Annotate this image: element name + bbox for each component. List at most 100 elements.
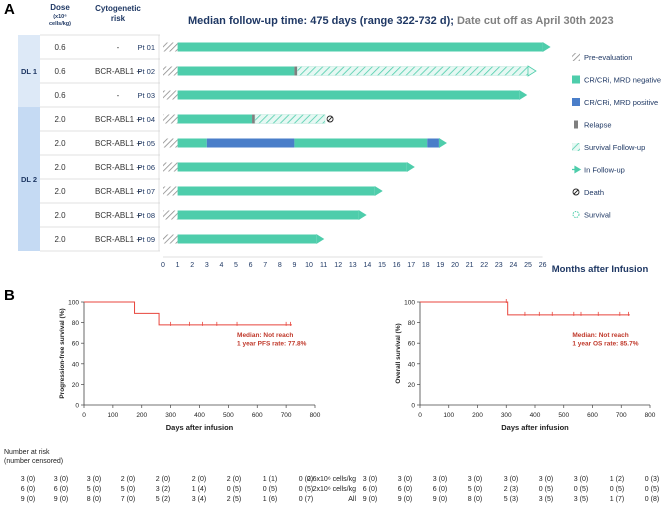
number-at-risk-table: Number at risk (number censored) 0.6x10⁶ c… [4,449,659,503]
x-tick-label: 15 [378,262,386,269]
risk-cell-right: 5 (0) [468,486,482,493]
panel-a-title: Median follow-up time: 475 days (range 3… [188,15,614,27]
risk-cell-right: 3 (0) [363,476,377,483]
risk-cell-right: 3 (0) [574,476,588,483]
km-y-tick-label: 0 [411,403,415,410]
bar-segment-neg [177,42,543,52]
x-tick-label: 17 [407,262,415,269]
km-y-tick-label: 20 [72,382,80,389]
in-followup-arrow [358,210,367,220]
km-y-tick-label: 20 [408,382,416,389]
risk-cell-left: 0 (5) [227,486,241,493]
risk-cell-left: 1 (6) [263,496,277,503]
risk-cell-right: 0 (3) [645,476,659,483]
risk-cell: - [117,43,120,52]
risk-cell-left: 6 (0) [54,486,68,493]
km-y-tick-label: 0 [75,403,79,410]
legend-label: CR/CRi, MRD positive [584,98,658,107]
legend-label: Pre-evaluation [584,53,632,62]
km-x-tick-label: 700 [616,412,627,419]
bar-segment-pre [163,210,178,220]
bar-segment-pre [163,114,178,124]
risk-cell-right: 9 (0) [363,496,377,503]
risk-cell-right: 6 (0) [363,486,377,493]
risk-cell: - [117,91,120,100]
risk-cell-right: 1 (2) [610,476,624,483]
legend-label: In Follow-up [584,166,625,175]
km-survival-curve [420,301,630,316]
km-y-tick-label: 60 [72,341,80,348]
km-y-axis-label: Overall survival (%) [395,323,402,383]
risk-cell-left: 0 (2) [299,476,313,483]
dose-header: Dose [50,3,70,12]
risk-cell-left: 2 (0) [121,476,135,483]
swimmer-bars [163,42,551,244]
x-tick-label: 13 [349,262,357,269]
risk-cell-right: 3 (0) [398,476,412,483]
death-marker-slash [327,116,333,122]
bar-segment-pre [163,90,178,100]
legend-swatch-survival [572,211,580,218]
risk-cell: BCR-ABL1 + [95,187,141,196]
bar-segment-pos [427,138,439,148]
km-x-tick-label: 300 [501,412,512,419]
x-tick-label: 7 [263,262,267,269]
risk-cell: BCR-ABL1 + [95,235,141,244]
km-x-tick-label: 400 [194,412,205,419]
panel-a-title-rest: Date cut off as April 30th 2023 [454,15,614,27]
km-median-text: Median: Not reach [572,332,628,339]
km-median-text: Median: Not reach [237,332,293,339]
km-x-tick-label: 100 [443,412,454,419]
x-tick-label: 18 [422,262,430,269]
risk-cell-right: 6 (0) [433,486,447,493]
bar-segment-pre [163,234,178,244]
km-rate-text: 1 year PFS rate: 77.8% [237,340,307,347]
risk-cell-right: 9 (0) [433,496,447,503]
in-followup-arrow [438,138,447,148]
dose-unit-line1: (x10⁶ [53,14,67,20]
bar-segment-survfu [297,66,529,76]
legend-label: Relapse [584,121,612,130]
km-y-axis-label: Progression-free survival (%) [59,308,66,398]
x-tick-label: 0 [161,262,165,269]
bar-segment-pre [163,186,178,196]
risk-header-line1: Cytogenetic [95,4,141,13]
km-x-tick-label: 500 [558,412,569,419]
legend-swatch-pre [572,53,580,61]
risk-cell-left: 6 (0) [21,486,35,493]
dose-cell: 0.6 [54,43,66,52]
bar-segment-pre [163,66,178,76]
dose-cell: 0.6 [54,91,66,100]
risk-cell-left: 2 (0) [192,476,206,483]
risk-title: Number at risk [4,449,50,456]
bar-segment-relapse [252,114,255,124]
risk-cell-right: 2 (3) [504,486,518,493]
x-tick-label: 16 [393,262,401,269]
legend-swatch-survival-followup [572,143,580,151]
km-y-tick-label: 80 [72,320,80,327]
risk-cell-left: 9 (0) [21,496,35,503]
x-tick-label: 6 [249,262,253,269]
dose-unit-line2: cells/kg) [49,21,71,27]
x-tick-label: 10 [305,262,313,269]
patient-id-label: Pt 01 [137,43,155,52]
bar-segment-survfu [254,114,326,124]
risk-cell-right: 8 (0) [468,496,482,503]
dose-level-band [18,107,40,251]
legend-swatch-mrd-negative [572,75,580,84]
bar-segment-pre [163,138,178,148]
km-x-tick-label: 0 [418,412,422,419]
in-followup-arrow [406,162,415,172]
patient-id-label: Pt 04 [137,115,155,124]
risk-cell-right: 3 (0) [504,476,518,483]
risk-cell-left: 0 (5) [299,486,313,493]
in-followup-arrow [316,234,325,244]
patient-id-label: Pt 06 [137,163,155,172]
risk-cell: BCR-ABL1 + [95,115,141,124]
km-survival-curve [84,301,292,326]
bar-segment-neg [294,138,428,148]
risk-cell-right: 1 (7) [610,496,624,503]
swimmer-x-axis: 0 1 2 3 4 5 6 7 8 9 10 11 12 13 14 15 16 17 18 19 20 21 22 23 24… [161,256,547,269]
dose-cell: 2.0 [54,211,66,220]
risk-cell: BCR-ABL1 + [95,67,141,76]
